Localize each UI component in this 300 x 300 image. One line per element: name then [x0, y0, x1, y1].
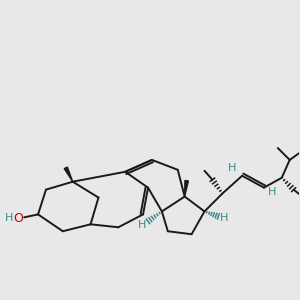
Text: H: H: [138, 220, 146, 230]
Polygon shape: [185, 181, 188, 196]
Text: O: O: [13, 212, 23, 225]
Polygon shape: [64, 167, 73, 182]
Text: H: H: [220, 213, 229, 224]
Text: H: H: [228, 163, 236, 173]
Text: H: H: [268, 187, 276, 196]
Text: H: H: [5, 213, 14, 224]
